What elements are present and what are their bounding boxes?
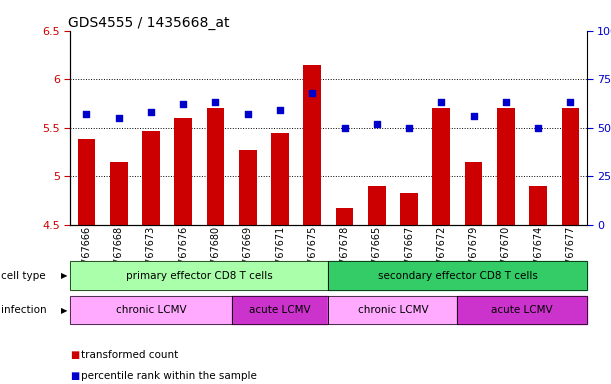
Text: chronic LCMV: chronic LCMV	[115, 305, 186, 315]
Point	[178, 101, 188, 108]
Point	[436, 99, 446, 106]
Text: acute LCMV: acute LCMV	[491, 305, 553, 315]
Text: chronic LCMV: chronic LCMV	[357, 305, 428, 315]
Bar	[400, 193, 418, 225]
Bar	[239, 150, 257, 225]
Bar	[529, 186, 547, 225]
Point	[469, 113, 478, 119]
Bar	[304, 65, 321, 225]
Bar	[562, 108, 579, 225]
Point	[146, 109, 156, 115]
Text: ■: ■	[70, 371, 79, 381]
Bar	[110, 162, 128, 225]
Text: ■: ■	[70, 350, 79, 360]
Point	[533, 125, 543, 131]
Text: ▶: ▶	[60, 306, 67, 314]
Bar	[142, 131, 160, 225]
Point	[114, 115, 123, 121]
Bar	[497, 108, 514, 225]
Text: GDS4555 / 1435668_at: GDS4555 / 1435668_at	[68, 16, 229, 30]
Point	[566, 99, 576, 106]
Text: acute LCMV: acute LCMV	[249, 305, 311, 315]
Text: primary effector CD8 T cells: primary effector CD8 T cells	[126, 270, 273, 281]
Bar	[465, 162, 483, 225]
Bar	[174, 118, 192, 225]
Point	[211, 99, 221, 106]
Bar	[271, 132, 289, 225]
Point	[501, 99, 511, 106]
Bar	[78, 139, 95, 225]
Text: cell type: cell type	[1, 270, 46, 281]
Bar	[433, 108, 450, 225]
Point	[243, 111, 252, 117]
Text: secondary effector CD8 T cells: secondary effector CD8 T cells	[378, 270, 538, 281]
Point	[340, 125, 349, 131]
Point	[372, 121, 382, 127]
Point	[275, 107, 285, 113]
Bar	[335, 208, 353, 225]
Bar	[207, 108, 224, 225]
Point	[307, 90, 317, 96]
Bar	[368, 186, 386, 225]
Text: infection: infection	[1, 305, 47, 315]
Text: ▶: ▶	[60, 271, 67, 280]
Point	[404, 125, 414, 131]
Text: percentile rank within the sample: percentile rank within the sample	[81, 371, 257, 381]
Text: transformed count: transformed count	[81, 350, 178, 360]
Point	[81, 111, 91, 117]
